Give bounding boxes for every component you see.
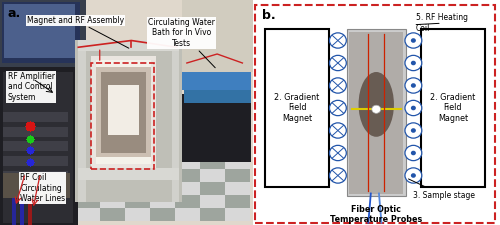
Text: 2. Gradient
Field
Magnet: 2. Gradient Field Magnet	[430, 93, 476, 123]
Text: RF Amplifier
and Control
System: RF Amplifier and Control System	[8, 72, 54, 102]
Text: a.: a.	[8, 7, 21, 20]
Circle shape	[411, 38, 416, 43]
Circle shape	[330, 55, 346, 71]
Circle shape	[411, 61, 416, 65]
Circle shape	[405, 168, 422, 183]
Text: b.: b.	[262, 9, 276, 22]
Ellipse shape	[358, 72, 394, 137]
Circle shape	[405, 145, 422, 161]
Circle shape	[411, 83, 416, 88]
Bar	[349, 32, 404, 194]
Circle shape	[330, 78, 346, 93]
Circle shape	[411, 151, 416, 155]
Circle shape	[411, 173, 416, 178]
Bar	[265, 29, 329, 187]
Circle shape	[405, 123, 422, 138]
Circle shape	[405, 55, 422, 71]
Circle shape	[330, 168, 346, 183]
Circle shape	[405, 78, 422, 93]
Text: 3. Sample stage: 3. Sample stage	[408, 179, 476, 200]
Circle shape	[330, 123, 346, 138]
Text: Magnet and RF Assembly: Magnet and RF Assembly	[27, 16, 129, 48]
Bar	[421, 29, 485, 187]
Circle shape	[372, 105, 380, 113]
Circle shape	[405, 33, 422, 48]
Circle shape	[411, 128, 416, 133]
Circle shape	[330, 33, 346, 48]
Bar	[91, 63, 154, 169]
Text: Fiber Optic
Temperature Probes: Fiber Optic Temperature Probes	[330, 205, 422, 224]
Circle shape	[330, 100, 346, 116]
Text: 5. RF Heating
Coil: 5. RF Heating Coil	[416, 14, 468, 33]
Bar	[346, 29, 406, 196]
Circle shape	[411, 106, 416, 110]
Circle shape	[405, 100, 422, 116]
Text: 2. Gradient
Field
Magnet: 2. Gradient Field Magnet	[274, 93, 320, 123]
Circle shape	[330, 145, 346, 161]
Text: Circulating Water
Bath for In Vivo
Tests: Circulating Water Bath for In Vivo Tests	[148, 18, 215, 68]
Text: RF Coil
Circulating
Water Lines: RF Coil Circulating Water Lines	[20, 173, 66, 203]
